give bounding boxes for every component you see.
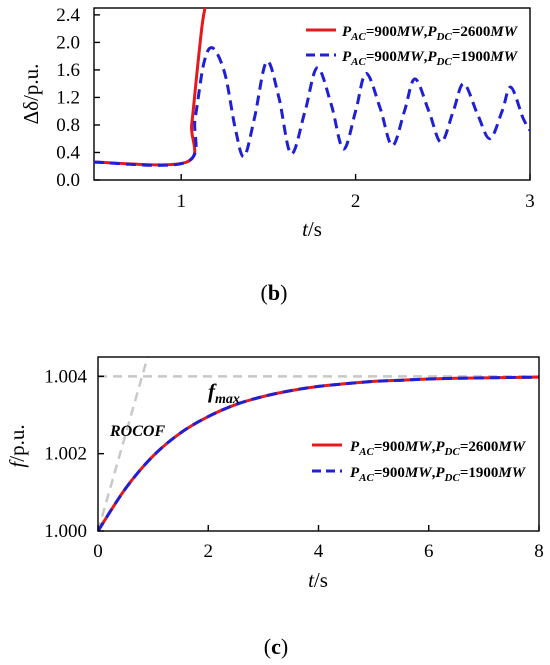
chart-c-ytick-label: 1.004 <box>44 366 87 387</box>
chart-c-rocof-annotation: ROCOF <box>109 423 165 440</box>
chart-c-legend-label-1: PAC=900MW,PDC=2600MW <box>350 439 527 458</box>
chart-c-xtick-label: 6 <box>424 541 434 562</box>
chart-b-ytick-label: 2.0 <box>56 32 80 53</box>
chart-c-ylabel: f/p.u. <box>5 424 29 467</box>
chart-c-guides <box>96 356 539 532</box>
chart-c-ytick-label: 1.002 <box>44 444 87 465</box>
chart-c-series-2-line <box>98 375 539 531</box>
chart-c-legend-label-2: PAC=900MW,PDC=1900MW <box>350 465 527 484</box>
chart-b-series-2-line <box>94 46 530 167</box>
chart-b-ytick-label: 0.4 <box>56 142 80 163</box>
chart-b-frame <box>93 7 531 181</box>
chart-b-panel-label: (b) <box>261 280 288 305</box>
chart-b-ytick-label: 1.2 <box>56 87 80 108</box>
chart-b-ylabel: Δδ/p.u. <box>19 64 43 125</box>
chart-b-xtick-label: 2 <box>351 191 361 212</box>
chart-b-xticks: 1 2 3 <box>176 174 535 212</box>
chart-c-xtick-label: 4 <box>314 541 324 562</box>
chart-b-yticks: 0.0 0.4 0.8 1.2 1.6 2.0 2.4 <box>56 5 100 191</box>
chart-c-fmax-annotation: fmax <box>208 379 240 407</box>
chart-c-xtick-label: 0 <box>93 541 103 562</box>
chart-b: 0.0 0.4 0.8 1.2 1.6 2.0 2.4 1 2 3 Δδ/p.u. t/s PA… <box>19 5 535 305</box>
chart-b-ytick-label: 0.8 <box>56 115 80 136</box>
chart-b-legend: PAC=900MW,PDC=2600MW PAC=900MW,PDC=1900M… <box>306 24 519 68</box>
chart-b-ytick-label: 1.6 <box>56 60 80 81</box>
chart-c-rocof-guide <box>96 356 149 532</box>
chart-c-yticks: 1.000 1.002 1.004 <box>44 366 104 542</box>
chart-c-ytick-label: 1.000 <box>44 521 87 542</box>
chart-c-xlabel: t/s <box>308 568 328 592</box>
chart-b-ytick-label: 2.4 <box>56 5 80 26</box>
chart-c-xtick-label: 8 <box>534 541 544 562</box>
chart-c-series <box>98 375 539 531</box>
chart-b-legend-label-2: PAC=900MW,PDC=1900MW <box>342 49 519 68</box>
chart-c-panel-label: (c) <box>264 634 288 659</box>
chart-c: 1.000 1.002 1.004 0 2 4 6 8 f/p.u. t/s fmax RO… <box>5 356 544 659</box>
chart-b-series <box>94 8 530 167</box>
chart-c-xticks: 0 2 4 6 8 <box>93 525 544 562</box>
chart-b-xtick-label: 3 <box>525 191 535 212</box>
chart-b-xtick-label: 1 <box>176 191 186 212</box>
chart-b-xlabel: t/s <box>302 217 322 241</box>
chart-c-legend: PAC=900MW,PDC=2600MW PAC=900MW,PDC=1900M… <box>312 439 527 484</box>
chart-b-series-1-line <box>94 8 207 167</box>
chart-c-xtick-label: 2 <box>204 541 214 562</box>
chart-b-legend-label-1: PAC=900MW,PDC=2600MW <box>342 24 519 43</box>
chart-b-ytick-label: 0.0 <box>56 170 80 191</box>
